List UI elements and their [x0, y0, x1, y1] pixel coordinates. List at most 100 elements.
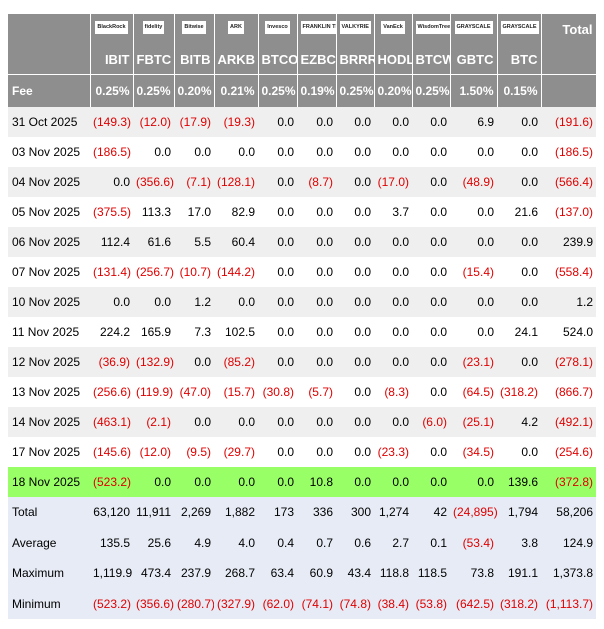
flow-value: 0.0 [497, 347, 541, 377]
flow-value: 0.0 [412, 197, 450, 227]
flow-value: (191.6) [541, 107, 596, 137]
summary-value: 118.5 [412, 558, 450, 589]
summary-value: (53.4) [450, 527, 497, 558]
ticker: IBIT [90, 44, 134, 75]
flow-value: (5.7) [297, 377, 336, 407]
flow-value: 0.0 [174, 347, 214, 377]
flow-value: (10.7) [174, 257, 214, 287]
flow-value: 0.0 [133, 467, 174, 497]
summary-value: 0.7 [297, 527, 336, 558]
flow-value: (23.3) [374, 437, 412, 467]
summary-value: 3.8 [497, 527, 541, 558]
flow-value: 0.0 [412, 467, 450, 497]
flow-value: 0.0 [497, 437, 541, 467]
logo-cell: FRANKLIN TEMPLETON [297, 14, 337, 44]
summary-value: 1,274 [374, 497, 412, 528]
flow-value: 0.0 [297, 227, 336, 257]
summary-value: (62.0) [258, 588, 297, 619]
summary-value: 1,794 [497, 497, 541, 528]
flow-value: 0.0 [497, 137, 541, 167]
ticker: GBTC [450, 44, 498, 75]
summary-value: (38.4) [374, 588, 412, 619]
flow-value: (566.4) [541, 167, 596, 197]
flow-value: (7.1) [174, 167, 214, 197]
logo-cell: ARK [214, 14, 259, 44]
flow-value: 0.0 [258, 137, 297, 167]
flow-value: 524.0 [541, 317, 596, 347]
flow-value: 0.0 [336, 317, 374, 347]
flow-value: 0.0 [374, 137, 412, 167]
summary-value: 2,269 [174, 497, 214, 528]
blank-cell [541, 74, 597, 107]
flow-value: 0.0 [258, 347, 297, 377]
flow-value: 0.0 [412, 287, 450, 317]
flow-value: 0.0 [297, 317, 336, 347]
fee-value: 0.25% [258, 74, 298, 107]
issuer-logo: VALKYRIE [339, 21, 371, 34]
flow-value: 0.0 [374, 347, 412, 377]
flow-value: (256.7) [133, 257, 174, 287]
flow-value: 60.4 [214, 227, 258, 257]
logo-cell: GRAYSCALE [497, 14, 542, 44]
table-body: BlackRock fidelity Bitwise ARK Invesco FRANKL… [8, 14, 597, 619]
flow-row: 18 Nov 2025 (523.2) 0.0 0.0 0.0 0.0 10.8 0.0 0.0… [8, 467, 596, 497]
summary-value: 237.9 [174, 558, 214, 589]
flow-row: 11 Nov 2025 224.2 165.9 7.3 102.5 0.0 0.0 0.0 0.… [8, 317, 596, 347]
flow-value: 0.0 [412, 137, 450, 167]
fee-value: 0.20% [374, 74, 413, 107]
summary-row: Maximum 1,119.9 473.4 237.9 268.7 63.4 60.9 43.… [8, 558, 596, 589]
flow-value: (866.7) [541, 377, 596, 407]
flow-value: 0.0 [258, 227, 297, 257]
flow-value: 17.0 [174, 197, 214, 227]
summary-value: 73.8 [450, 558, 497, 589]
fee-value: 0.25% [412, 74, 451, 107]
flow-value: 0.0 [497, 257, 541, 287]
fee-value: 0.25% [90, 74, 134, 107]
summary-value: 2.7 [374, 527, 412, 558]
flow-row: 05 Nov 2025 (375.5) 113.3 17.0 82.9 0.0 0.0 0.0… [8, 197, 596, 227]
flow-value: 0.0 [174, 137, 214, 167]
issuer-logo: fidelity [142, 21, 165, 34]
flow-value: 61.6 [133, 227, 174, 257]
summary-value: 63,120 [90, 497, 133, 528]
flow-value: 224.2 [90, 317, 133, 347]
issuer-logo: GRAYSCALE [454, 21, 493, 34]
summary-value: 4.0 [214, 527, 258, 558]
date: 03 Nov 2025 [8, 137, 90, 167]
flow-value: 0.0 [336, 467, 374, 497]
issuer-logo: Bitwise [182, 21, 206, 34]
summary-value: 473.4 [133, 558, 174, 589]
flow-value: 0.0 [412, 437, 450, 467]
summary-value: 336 [297, 497, 336, 528]
fee-row: Fee 0.25% 0.25% 0.20% 0.21% 0.25% 0.19% 0.25% 0.… [8, 74, 597, 107]
flow-value: 6.9 [450, 107, 497, 137]
ticker: EZBC [297, 44, 337, 75]
flow-value: 7.3 [174, 317, 214, 347]
flow-value: 0.0 [450, 287, 497, 317]
flow-row: 10 Nov 2025 0.0 0.0 1.2 0.0 0.0 0.0 0.0 0.0 0.0 0.… [8, 287, 596, 317]
logo-cell: Bitwise [174, 14, 215, 44]
flow-value: 1.2 [174, 287, 214, 317]
summary-value: (523.2) [90, 588, 133, 619]
flow-value: 0.0 [258, 467, 297, 497]
flow-value: 0.0 [374, 287, 412, 317]
summary-label: Maximum [8, 558, 90, 589]
flow-value: 0.0 [374, 257, 412, 287]
flow-value: (149.3) [90, 107, 133, 137]
flow-value: 0.0 [450, 467, 497, 497]
summary-value: 4.9 [174, 527, 214, 558]
date: 10 Nov 2025 [8, 287, 90, 317]
flow-value: (254.6) [541, 437, 596, 467]
flow-value: 0.0 [133, 137, 174, 167]
flow-value: 0.0 [297, 107, 336, 137]
summary-row: Total 63,120 11,911 2,269 1,882 173 336 300 1,27… [8, 497, 596, 528]
flow-value: 82.9 [214, 197, 258, 227]
summary-value: 118.8 [374, 558, 412, 589]
flow-value: (15.7) [214, 377, 258, 407]
flow-row: 17 Nov 2025 (145.6) (12.0) (9.5) (29.7) 0.0 0.… [8, 437, 596, 467]
summary-value: (642.5) [450, 588, 497, 619]
flow-value: 0.0 [258, 197, 297, 227]
summary-value: (327.9) [214, 588, 258, 619]
flow-value: 0.0 [497, 167, 541, 197]
summary-value: 1,119.9 [90, 558, 133, 589]
